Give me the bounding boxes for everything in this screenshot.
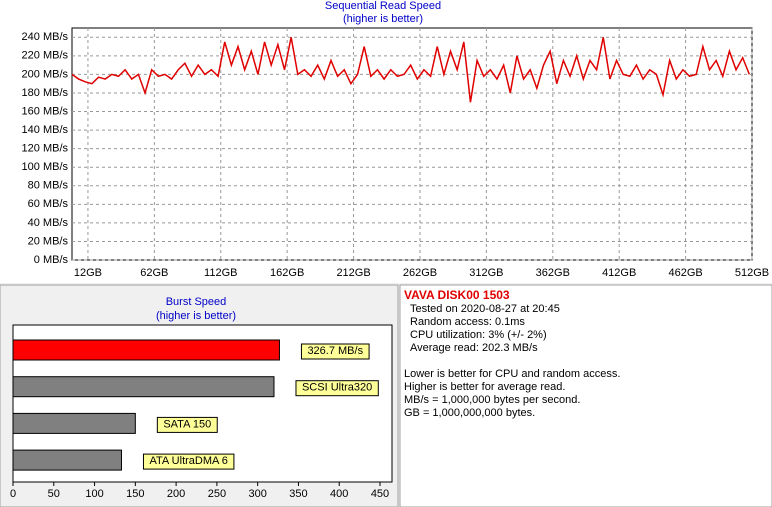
bar bbox=[12, 449, 122, 471]
y-tick-label: 240 MB/s bbox=[22, 31, 69, 43]
x-tick-label: 200 bbox=[167, 488, 185, 500]
bar-label: SATA 150 bbox=[163, 418, 211, 430]
info-note: Higher is better for average read. bbox=[404, 381, 565, 393]
y-tick-label: 0 MB/s bbox=[34, 254, 69, 266]
label-box bbox=[142, 453, 235, 470]
x-tick-label: 300 bbox=[248, 488, 266, 500]
info-line: Tested on 2020-08-27 at 20:45 bbox=[410, 303, 560, 315]
bar-label: SCSI Ultra320 bbox=[302, 382, 372, 394]
y-tick-label: 20 MB/s bbox=[28, 235, 69, 247]
label-box bbox=[300, 343, 370, 360]
info-line: CPU utilization: 3% (+/- 2%) bbox=[410, 329, 547, 341]
info-panel bbox=[399, 284, 772, 507]
x-tick-label: 412GB bbox=[602, 267, 636, 279]
x-tick-label: 50 bbox=[48, 488, 60, 500]
y-tick-label: 60 MB/s bbox=[28, 198, 69, 210]
plot-area bbox=[71, 27, 753, 261]
label-box bbox=[156, 416, 218, 433]
chart-subtitle: (higher is better) bbox=[343, 13, 423, 25]
x-tick-label: 312GB bbox=[469, 267, 503, 279]
info-title: VAVA DISK00 1503 bbox=[404, 288, 510, 302]
y-tick-label: 120 MB/s bbox=[22, 143, 69, 155]
x-tick-label: 450 bbox=[371, 488, 389, 500]
x-tick-label: 162GB bbox=[270, 267, 304, 279]
x-tick-label: 350 bbox=[289, 488, 307, 500]
y-tick-label: 180 MB/s bbox=[22, 87, 69, 99]
x-tick-label: 112GB bbox=[204, 267, 237, 279]
x-tick-label: 12GB bbox=[74, 267, 102, 279]
x-tick-label: 100 bbox=[85, 488, 103, 500]
x-tick-label: 212GB bbox=[336, 267, 370, 279]
y-tick-label: 80 MB/s bbox=[28, 180, 69, 192]
bar bbox=[12, 339, 280, 361]
info-line: Average read: 202.3 MB/s bbox=[410, 342, 538, 354]
info-note: GB = 1,000,000,000 bytes. bbox=[404, 407, 535, 419]
info-note: MB/s = 1,000,000 bytes per second. bbox=[404, 394, 580, 406]
info-line: Random access: 0.1ms bbox=[410, 316, 525, 328]
y-tick-label: 100 MB/s bbox=[22, 161, 69, 173]
y-tick-label: 200 MB/s bbox=[22, 68, 69, 80]
x-tick-label: 362GB bbox=[536, 267, 570, 279]
bar-label: ATA UltraDMA 6 bbox=[149, 455, 227, 467]
x-tick-label: 250 bbox=[208, 488, 226, 500]
bar bbox=[12, 412, 136, 434]
y-tick-label: 160 MB/s bbox=[22, 105, 69, 117]
chart-title: Sequential Read Speed bbox=[325, 0, 441, 12]
chart-title: Burst Speed bbox=[166, 296, 227, 308]
x-tick-label: 262GB bbox=[403, 267, 437, 279]
x-tick-label: 462GB bbox=[668, 267, 702, 279]
bar bbox=[12, 376, 275, 398]
y-tick-label: 140 MB/s bbox=[22, 124, 69, 136]
y-tick-label: 220 MB/s bbox=[22, 50, 69, 62]
chart-subtitle: (higher is better) bbox=[156, 310, 236, 322]
read-line bbox=[71, 37, 751, 103]
y-tick-label: 40 MB/s bbox=[28, 217, 69, 229]
x-tick-label: 400 bbox=[330, 488, 348, 500]
x-tick-label: 150 bbox=[126, 488, 144, 500]
label-box bbox=[295, 380, 379, 397]
data-label: 326.7 MB/s bbox=[307, 345, 363, 357]
x-tick-label: 0 bbox=[10, 488, 16, 500]
x-tick-label: 62GB bbox=[140, 267, 168, 279]
info-note: Lower is better for CPU and random acces… bbox=[404, 368, 620, 380]
x-tick-label: 512GB bbox=[735, 267, 769, 279]
